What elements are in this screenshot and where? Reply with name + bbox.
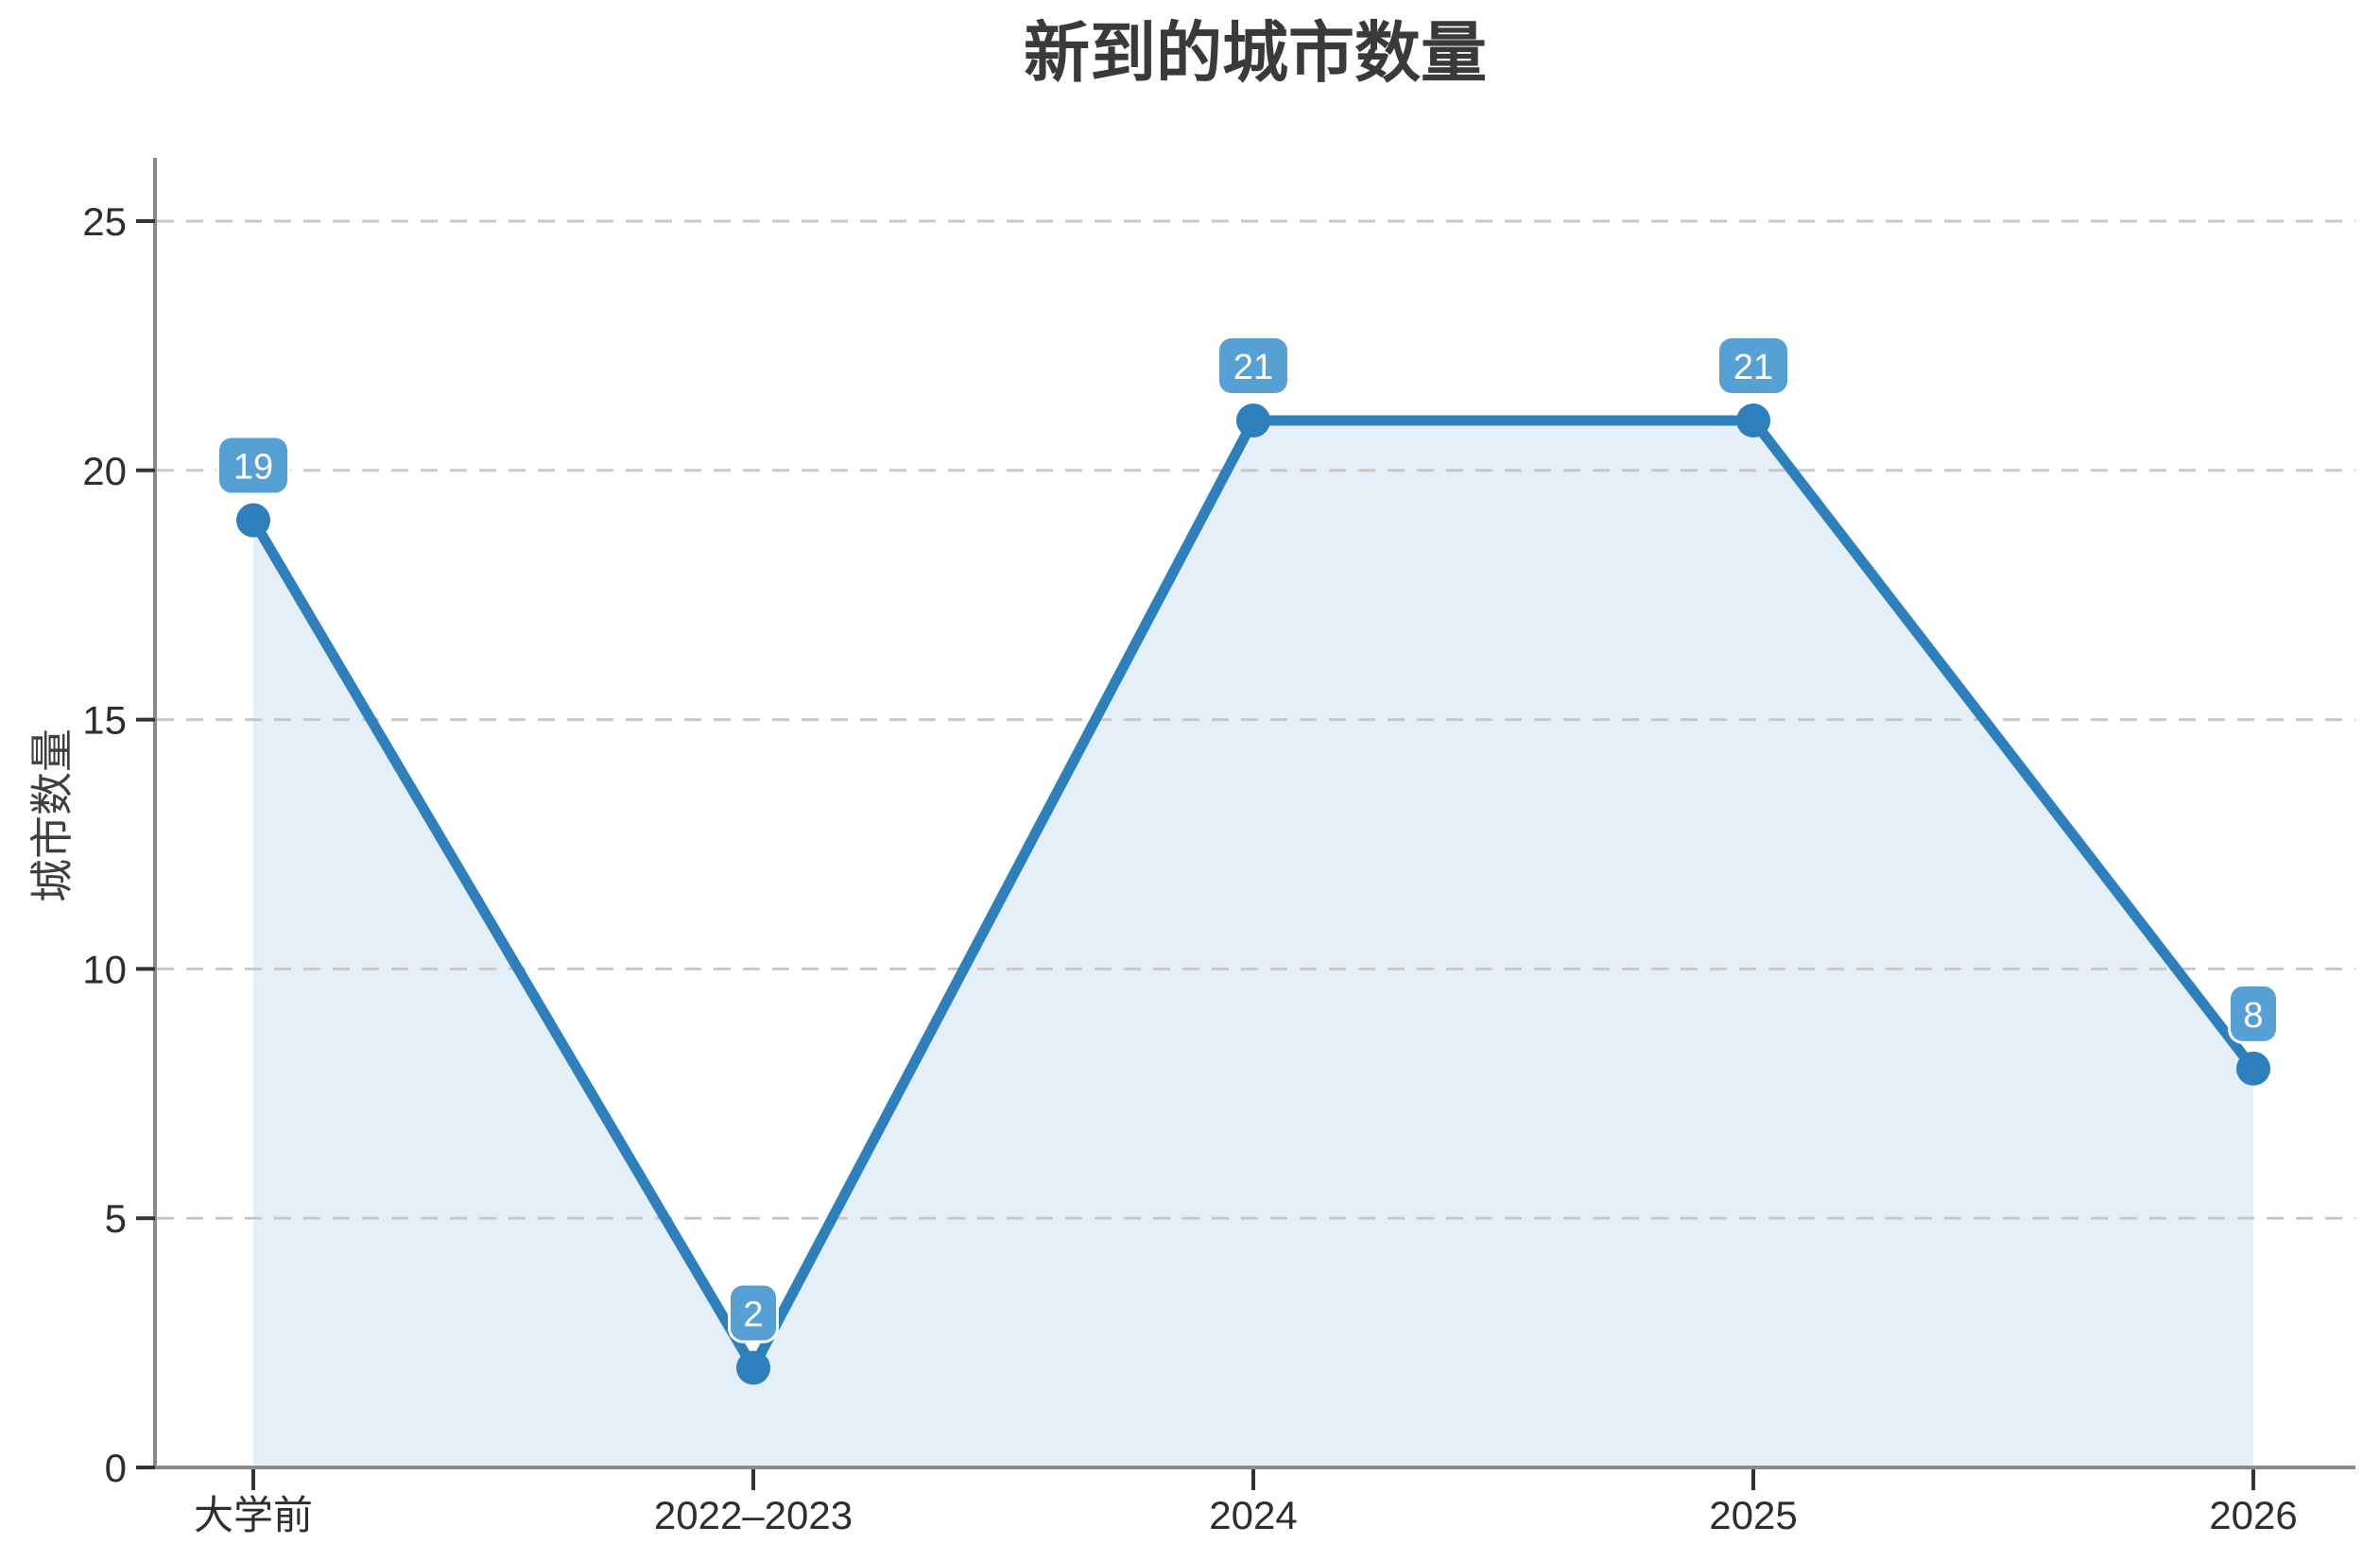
data-label-text-0: 19 [233,448,273,488]
data-label-text-2: 21 [1233,348,1273,387]
data-point-marker-0 [236,503,270,538]
data-label-text-1: 2 [743,1295,763,1334]
y-tick-label-5: 5 [105,1196,127,1241]
data-point-marker-3 [1736,403,1770,438]
series-area [253,420,2253,1467]
data-point-marker-2 [1236,403,1270,438]
data-label-badge-0 [219,437,287,493]
x-tick-label-1: 2022–2023 [654,1493,853,1537]
data-label-badge-1 [731,1285,776,1341]
data-point-marker-1 [736,1350,770,1385]
x-tick-label-3: 2025 [1709,1493,1797,1537]
y-tick-label-25: 25 [82,199,127,244]
y-tick-label-15: 15 [82,698,127,743]
data-label-badge-3 [1719,338,1787,394]
x-tick-label-0: 大学前 [194,1493,313,1537]
data-label-badge-4 [2231,986,2276,1041]
data-label-text-4: 8 [2243,996,2263,1036]
x-tick-label-4: 2026 [2209,1493,2297,1537]
x-tick-label-2: 2024 [1209,1493,1297,1537]
data-label-badge-2 [1219,338,1287,394]
y-tick-label-0: 0 [105,1446,127,1490]
chart-title: 新到的城市数量 [1024,16,1487,90]
y-tick-label-10: 10 [82,947,127,991]
data-label-text-3: 21 [1733,348,1773,387]
y-tick-label-20: 20 [82,449,127,493]
data-point-marker-4 [2236,1051,2270,1086]
